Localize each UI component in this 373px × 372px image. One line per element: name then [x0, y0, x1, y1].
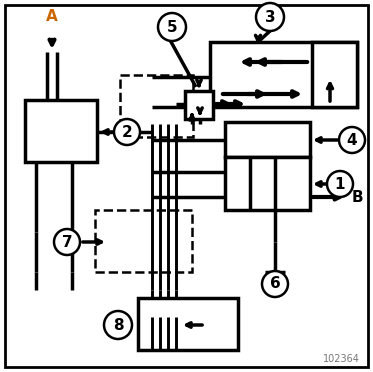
Text: 8: 8 [113, 317, 123, 333]
Circle shape [158, 13, 186, 41]
Text: 7: 7 [62, 234, 72, 250]
Circle shape [262, 271, 288, 297]
Bar [225, 157, 310, 210]
Text: 5: 5 [167, 19, 177, 35]
Circle shape [256, 3, 284, 31]
Text: 102364: 102364 [323, 354, 360, 364]
Bar [25, 100, 97, 162]
Text: 4: 4 [347, 132, 357, 148]
Circle shape [114, 119, 140, 145]
Circle shape [104, 311, 132, 339]
Text: B: B [352, 189, 364, 205]
Text: 2: 2 [122, 125, 132, 140]
Circle shape [54, 229, 80, 255]
Text: 1: 1 [335, 176, 345, 192]
Circle shape [339, 127, 365, 153]
Bar [185, 91, 213, 119]
Bar [95, 210, 192, 272]
Circle shape [327, 171, 353, 197]
Text: A: A [46, 9, 58, 24]
Bar [210, 42, 357, 107]
Bar [225, 122, 310, 157]
Text: 6: 6 [270, 276, 280, 292]
Bar [138, 298, 238, 350]
Bar [312, 42, 357, 107]
Bar [120, 75, 193, 137]
Text: 3: 3 [265, 10, 275, 25]
